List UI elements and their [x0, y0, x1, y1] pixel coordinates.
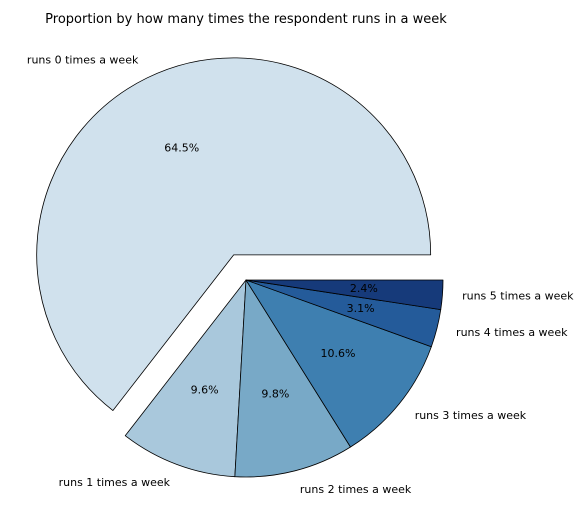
pie-category-label-3: runs 3 times a week [415, 409, 527, 422]
pie-category-label-2: runs 2 times a week [300, 483, 412, 496]
pie-category-label-4: runs 4 times a week [456, 326, 568, 339]
pie-percent-label-4: 3.1% [347, 302, 375, 315]
pie-percent-label-5: 2.4% [350, 282, 378, 295]
pie-percent-label-3: 10.6% [321, 347, 356, 360]
pie-category-label-5: runs 5 times a week [462, 289, 574, 302]
pie-percent-label-0: 64.5% [164, 142, 199, 155]
pie-percent-label-1: 9.6% [191, 384, 219, 397]
pie-category-label-0: runs 0 times a week [27, 53, 139, 66]
pie-percent-label-2: 9.8% [261, 387, 289, 400]
pie-slice-3 [245, 279, 432, 448]
pie-category-label-1: runs 1 times a week [59, 476, 171, 489]
pie-slice-5 [245, 279, 444, 310]
pie-slice-1 [124, 279, 247, 478]
pie-slice-0 [36, 57, 432, 411]
pie-slice-2 [234, 279, 351, 478]
chart-title: Proportion by how many times the respond… [45, 12, 447, 27]
